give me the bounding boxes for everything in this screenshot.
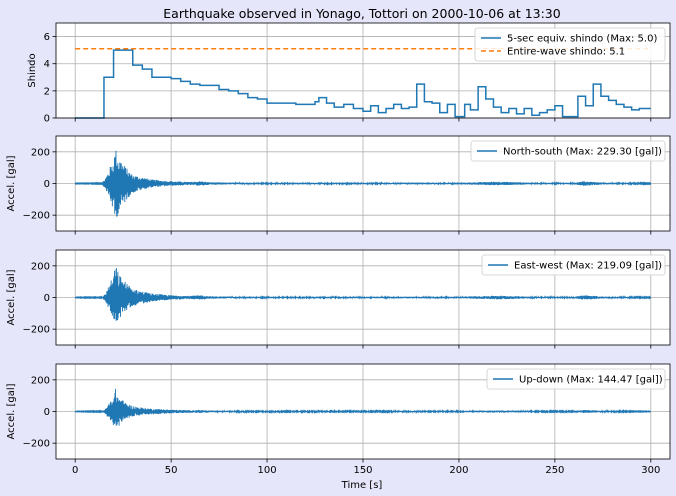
legend: Up-down (Max: 144.47 [gal]) <box>486 368 666 390</box>
y-tick-label: −200 <box>23 325 50 336</box>
y-tick-label: 0 <box>44 407 50 418</box>
legend-box <box>486 368 666 390</box>
x-tick-label: 0 <box>72 465 78 476</box>
x-tick-label: 200 <box>449 465 468 476</box>
panel-2: −200 0 200 Accel. [gal] North-south (Max: 22… <box>6 135 671 235</box>
series-waveform-4 <box>74 388 652 426</box>
y-tick-label: −200 <box>23 211 50 222</box>
y-axis-label: Accel. [gal] <box>6 155 17 211</box>
legend-box <box>481 254 666 276</box>
x-tick-label: 250 <box>545 465 564 476</box>
x-axis-label: Time [s] <box>341 480 383 491</box>
y-axis-label: Accel. [gal] <box>6 383 17 439</box>
y-tick-label: 0 <box>44 114 50 125</box>
legend-entry: Up-down (Max: 144.47 [gal]) <box>519 375 663 386</box>
y-tick-label: 6 <box>44 32 50 43</box>
legend-entry: North-south (Max: 229.30 [gal]) <box>503 147 662 158</box>
series-waveform-3 <box>74 268 652 321</box>
y-tick-label: 0 <box>44 293 50 304</box>
series-5sec-shindo <box>75 49 651 119</box>
y-tick-label: 200 <box>31 261 50 272</box>
y-tick-label: 0 <box>44 179 50 190</box>
legend: 5-sec equiv. shindo (Max: 5.0) Entire-wav… <box>474 27 666 62</box>
chart-title: Earthquake observed in Yonago, Tottori o… <box>163 6 560 21</box>
y-tick-label: 2 <box>44 86 50 97</box>
y-tick-label: 4 <box>44 59 50 70</box>
y-tick-label: −200 <box>23 439 50 450</box>
series-waveform-2 <box>74 150 652 217</box>
legend: North-south (Max: 229.30 [gal]) <box>470 140 666 162</box>
y-axis-label: Shindo <box>27 53 38 87</box>
panel-3: −200 0 200 Accel. [gal] East-west (Max: 219.… <box>6 249 671 349</box>
legend-box <box>474 27 666 62</box>
legend-entry: 5-sec equiv. shindo (Max: 5.0) <box>507 34 657 45</box>
x-tick-label: 150 <box>353 465 372 476</box>
legend-entry: East-west (Max: 219.09 [gal]) <box>514 261 662 272</box>
y-tick-label: 200 <box>31 375 50 386</box>
x-tick-label: 100 <box>258 465 277 476</box>
legend-box <box>470 140 666 162</box>
legend: East-west (Max: 219.09 [gal]) <box>481 254 666 276</box>
x-tick-label: 50 <box>165 465 178 476</box>
legend-entry: Entire-wave shindo: 5.1 <box>507 47 625 58</box>
panel-4: 0 50 100 150 200 250 300 −200 0 200 Accel. [gal] Up… <box>6 363 671 476</box>
y-tick-label: 200 <box>31 147 50 158</box>
y-axis-label: Accel. [gal] <box>6 269 17 325</box>
x-tick-label: 300 <box>641 465 660 476</box>
panel-1: 0 2 4 6 Shindo 5-sec equiv. shindo (Max: 5.0)… <box>27 22 671 125</box>
